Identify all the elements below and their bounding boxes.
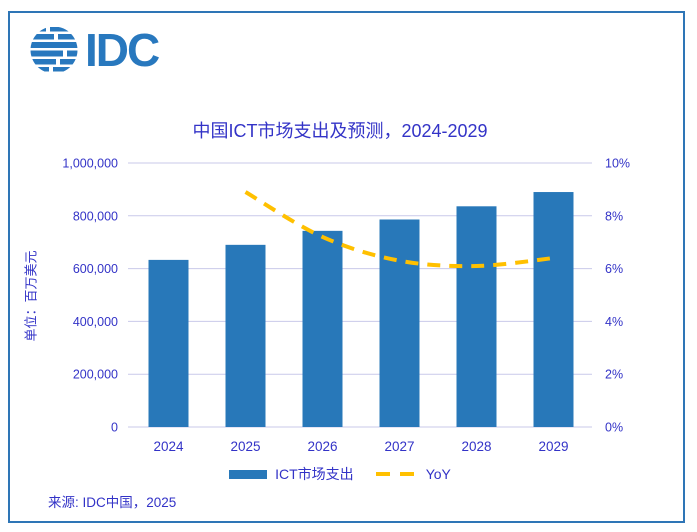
x-axis-label-2024: 2024	[153, 439, 184, 454]
left-axis-tick-label: 400,000	[73, 315, 118, 329]
bar-2026	[302, 230, 343, 427]
idc-logo-text: IDC	[85, 24, 160, 76]
legend-bar-label: ICT市场支出	[275, 466, 354, 482]
bar-2024	[148, 259, 189, 427]
right-axis-tick-label: 8%	[605, 209, 623, 223]
right-axis-tick-label: 2%	[605, 368, 623, 382]
left-axis-tick-label: 800,000	[73, 209, 118, 223]
right-axis-tick-label: 4%	[605, 315, 623, 329]
left-axis-tick-label: 600,000	[73, 262, 118, 276]
legend-line-label: YoY	[425, 466, 451, 482]
legend-line-swatch-icon	[375, 472, 418, 476]
right-axis-tick-label: 10%	[605, 157, 630, 171]
bar-2029	[533, 192, 574, 427]
left-axis-tick-label: 0	[111, 421, 118, 435]
yoy-line	[244, 190, 554, 269]
source-note: 来源: IDC中国，2025	[48, 495, 177, 510]
x-axis-label-2025: 2025	[230, 439, 260, 454]
legend-bar-swatch-icon	[229, 469, 268, 479]
x-axis-label-2028: 2028	[461, 439, 491, 454]
chart-title: 中国ICT市场支出及预测，2024-2029	[192, 121, 488, 141]
bar-2028	[456, 206, 497, 427]
x-axis-label-2027: 2027	[384, 439, 414, 454]
bar-2025	[225, 244, 266, 427]
right-axis-tick-label: 6%	[605, 262, 623, 276]
idc-logo: IDC	[30, 24, 160, 76]
idc-globe-icon	[30, 27, 78, 72]
left-axis-tick-label: 200,000	[73, 368, 118, 382]
x-axis-label-2029: 2029	[538, 439, 568, 454]
right-axis-tick-label: 0%	[605, 421, 623, 435]
bar-2027	[379, 219, 420, 427]
legend: ICT市场支出 YoY	[10, 464, 670, 484]
left-axis-tick-label: 1,000,000	[62, 157, 118, 171]
x-axis-label-2026: 2026	[307, 439, 337, 454]
